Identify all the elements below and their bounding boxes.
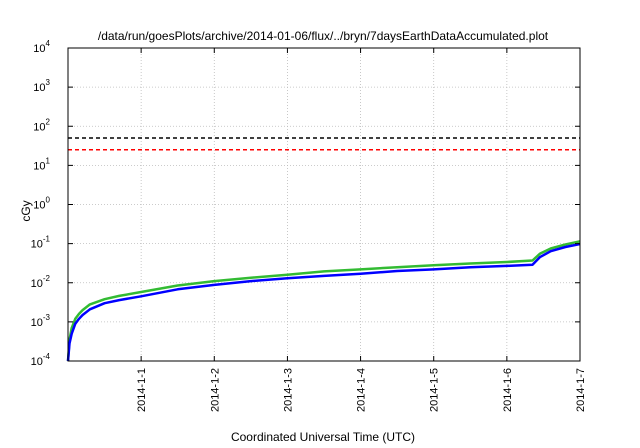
chart-title: /data/run/goesPlots/archive/2014-01-06/f… bbox=[98, 29, 549, 43]
series-line bbox=[66, 240, 581, 362]
x-axis-label: Coordinated Universal Time (UTC) bbox=[231, 430, 415, 444]
y-tick-label: 100 bbox=[33, 196, 50, 212]
y-axis-label: cGy bbox=[19, 200, 33, 221]
y-tick-labels: 10-4 10-3 10-2 10-1 100 101 102 103 104 bbox=[31, 39, 580, 368]
y-tick-label: 10-3 bbox=[31, 313, 51, 329]
y-tick-label: 102 bbox=[33, 117, 50, 133]
y-tick-label: 101 bbox=[33, 156, 50, 172]
x-tick-label: 2014-1-6 bbox=[502, 368, 514, 412]
series-lines bbox=[66, 240, 581, 362]
x-tick-label: 2014-1-4 bbox=[356, 368, 368, 412]
y-tick-label: 10-1 bbox=[31, 235, 51, 251]
reference-lines bbox=[68, 137, 580, 151]
x-tick-label: 2014-1-3 bbox=[282, 368, 294, 412]
series-line bbox=[66, 242, 581, 362]
x-tick-label: 2014-1-7 bbox=[575, 368, 587, 412]
grid bbox=[68, 48, 580, 361]
x-tick-label: 2014-1-2 bbox=[209, 368, 221, 412]
x-tick-label: 2014-1-1 bbox=[136, 368, 148, 412]
y-tick-label: 10-4 bbox=[31, 352, 51, 368]
y-tick-label: 10-2 bbox=[31, 274, 51, 290]
y-tick-label: 103 bbox=[33, 78, 50, 94]
x-tick-labels: 2014-1-1 2014-1-2 2014-1-3 2014-1-4 2014-1-5… bbox=[136, 48, 587, 412]
x-tick-label: 2014-1-5 bbox=[429, 368, 441, 412]
y-tick-label: 104 bbox=[33, 39, 50, 55]
